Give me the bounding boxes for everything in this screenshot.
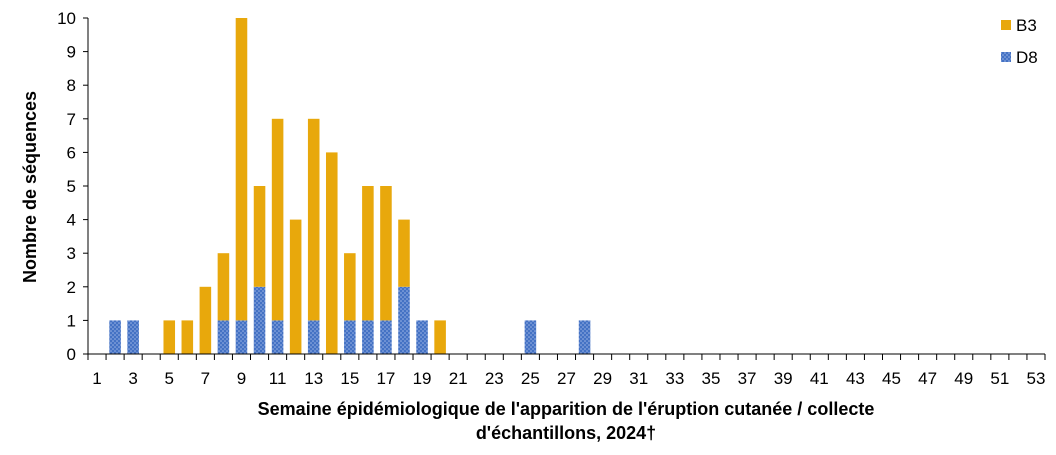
x-tick-label: 3 [128, 369, 137, 388]
bar-b3-week-15 [344, 253, 356, 321]
y-tick-label: 10 [57, 9, 76, 28]
bar-d8-week-8 [217, 320, 230, 354]
bar-d8-week-18 [398, 286, 410, 354]
x-tick-label: 11 [269, 369, 287, 388]
legend-label-b3: B3 [1016, 16, 1037, 35]
bar-b3-week-6 [181, 320, 194, 354]
bar-b3-week-11 [271, 118, 284, 321]
bar-b3-week-16 [362, 186, 374, 321]
bar-d8-week-17 [380, 320, 392, 354]
x-tick-label: 1 [92, 369, 101, 388]
legend-swatch-d8 [1001, 52, 1011, 62]
bar-d8-week-11 [271, 320, 284, 354]
bar-b3-week-18 [398, 219, 410, 287]
x-tick-label: 29 [593, 369, 612, 388]
x-tick-label: 45 [882, 369, 901, 388]
x-axis-title-line2: d'échantillons, 2024† [476, 423, 656, 443]
x-tick-label: 39 [774, 369, 793, 388]
x-tick-label: 7 [201, 369, 210, 388]
y-tick-label: 9 [67, 43, 76, 62]
bar-d8-week-15 [344, 320, 356, 354]
y-axis-title: Nombre de séquences [20, 91, 40, 283]
bar-d8-week-28 [578, 320, 591, 354]
y-tick-label: 6 [67, 143, 76, 162]
x-tick-label: 49 [954, 369, 973, 388]
bar-d8-week-16 [362, 320, 374, 354]
y-tick-label: 1 [67, 311, 76, 330]
legend-swatch-b3 [1001, 20, 1011, 30]
y-tick-label: 0 [67, 345, 76, 364]
bar-b3-week-13 [307, 118, 320, 321]
bar-b3-week-12 [289, 219, 302, 354]
x-tick-label: 33 [665, 369, 684, 388]
y-tick-label: 7 [67, 110, 76, 129]
x-axis-title-line1: Semaine épidémiologique de l'apparition … [258, 399, 875, 419]
x-tick-label: 37 [738, 369, 757, 388]
x-tick-label: 43 [846, 369, 865, 388]
x-tick-label: 19 [413, 369, 432, 388]
x-tick-label: 47 [918, 369, 937, 388]
y-tick-label: 4 [67, 211, 76, 230]
y-tick-label: 3 [67, 244, 76, 263]
bar-b3-week-14 [325, 152, 338, 354]
bar-b3-week-10 [253, 186, 266, 287]
x-tick-label: 15 [340, 369, 359, 388]
x-tick-label: 27 [557, 369, 576, 388]
x-tick-label: 53 [1027, 369, 1046, 388]
x-tick-label: 13 [304, 369, 323, 388]
x-tick-label: 17 [376, 369, 395, 388]
y-tick-label: 8 [67, 76, 76, 95]
bar-d8-week-10 [253, 286, 266, 354]
x-tick-label: 9 [237, 369, 246, 388]
bar-b3-week-9 [235, 18, 248, 321]
y-tick-label: 5 [67, 177, 76, 196]
legend: B3 D8 [1001, 16, 1038, 67]
x-tick-label: 21 [449, 369, 468, 388]
bar-d8-week-13 [307, 320, 320, 354]
bar-b3-week-20 [434, 320, 446, 354]
x-tick-label: 41 [810, 369, 829, 388]
x-ticks-layer: 1 3 5 7 9 11 13 15 17 19 21 23 25 27 29 31 33 35 37 39 41 43 4… [87, 354, 1046, 388]
bar-b3-week-8 [217, 253, 230, 321]
x-tick-label: 23 [485, 369, 504, 388]
x-tick-label: 35 [701, 369, 720, 388]
y-tick-label: 2 [67, 278, 76, 297]
x-tick-label: 31 [629, 369, 648, 388]
bar-b3-week-7 [199, 286, 212, 354]
bar-d8-week-25 [524, 320, 537, 354]
x-tick-label: 5 [165, 369, 174, 388]
y-ticks-layer: 0 1 2 3 4 5 6 7 8 9 10 [57, 9, 88, 364]
x-tick-label: 51 [990, 369, 1009, 388]
bar-d8-week-9 [235, 320, 248, 354]
bar-d8-week-3 [127, 320, 139, 354]
x-tick-label: 25 [521, 369, 540, 388]
bar-b3-week-17 [380, 186, 392, 321]
bar-d8-week-19 [416, 320, 428, 354]
bar-b3-week-5 [163, 320, 176, 354]
legend-label-d8: D8 [1016, 48, 1038, 67]
bars-layer [109, 18, 591, 354]
bar-d8-week-2 [109, 320, 121, 354]
